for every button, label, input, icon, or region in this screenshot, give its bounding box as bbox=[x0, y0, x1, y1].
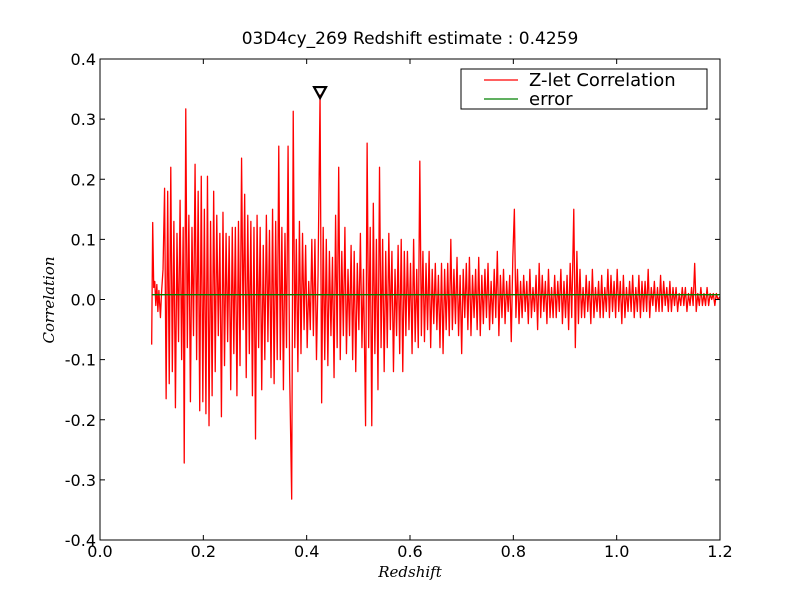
x-axis-label: Redshift bbox=[377, 563, 442, 581]
y-tick-label: 0.1 bbox=[71, 230, 96, 249]
x-tick-label: 0.6 bbox=[397, 542, 422, 561]
legend-label-zlet: Z-let Correlation bbox=[529, 70, 676, 91]
y-axis-ticks: 0.4 0.3 0.2 0.1 0.0 -0.1 -0.2 -0.3 -0.4 bbox=[65, 50, 720, 550]
x-axis-ticks: 0.0 0.2 0.4 0.6 0.8 1.0 1.2 bbox=[87, 59, 733, 561]
y-tick-label: -0.3 bbox=[65, 471, 96, 490]
y-tick-label: 0.3 bbox=[71, 110, 96, 129]
x-tick-label: 0.0 bbox=[87, 542, 112, 561]
x-tick-label: 0.8 bbox=[501, 542, 526, 561]
legend: Z-let Correlation error bbox=[460, 68, 708, 110]
legend-box bbox=[460, 68, 708, 110]
plot-series-area bbox=[151, 94, 720, 500]
y-tick-label: 0.2 bbox=[71, 170, 96, 189]
y-axis-label: Correlation bbox=[40, 257, 58, 344]
legend-label-error: error bbox=[529, 89, 573, 110]
peak-marker-group bbox=[312, 85, 328, 101]
y-tick-label: -0.1 bbox=[65, 351, 96, 370]
x-tick-label: 1.2 bbox=[707, 542, 732, 561]
x-tick-label: 0.4 bbox=[294, 542, 319, 561]
series-line-zlet-correlation bbox=[151, 94, 720, 500]
x-tick-label: 1.0 bbox=[604, 542, 629, 561]
y-tick-label: -0.2 bbox=[65, 411, 96, 430]
y-tick-label: 0.0 bbox=[71, 291, 96, 310]
y-tick-label: 0.4 bbox=[71, 50, 96, 69]
chart-title: 03D4cy_269 Redshift estimate : 0.4259 bbox=[242, 29, 579, 49]
y-tick-label: -0.4 bbox=[65, 531, 96, 550]
x-tick-label: 0.2 bbox=[191, 542, 216, 561]
peak-marker-triangle bbox=[312, 85, 328, 101]
